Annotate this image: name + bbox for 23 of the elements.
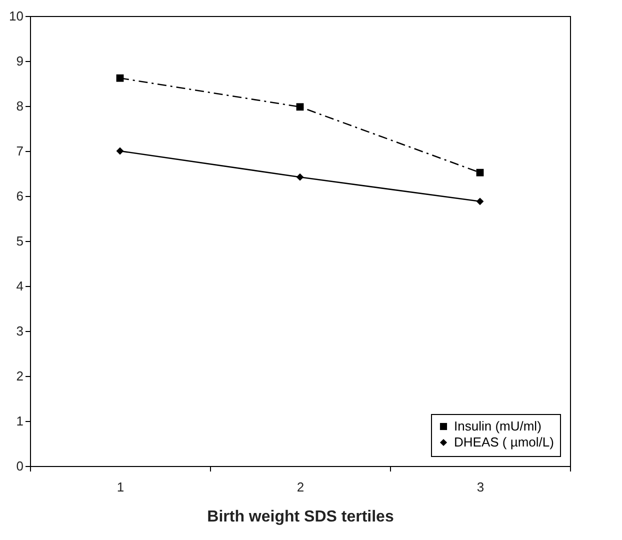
point — [296, 173, 304, 181]
legend-label: Insulin (mU/ml) — [454, 418, 542, 434]
x-tick-label: 1 — [116, 480, 124, 494]
y-tick-label: 4 — [16, 278, 24, 294]
y-tick-label: 0 — [16, 458, 24, 474]
x-tick-label: 3 — [476, 480, 484, 494]
point — [116, 147, 124, 155]
y-tick-label: 7 — [16, 144, 24, 158]
y-tick-label: 1 — [16, 414, 24, 428]
y-tick-label: 6 — [16, 188, 24, 204]
point — [296, 103, 304, 111]
legend-label: DHEAS ( µmol/L) — [454, 434, 554, 450]
y-tick-label: 9 — [16, 54, 24, 68]
point — [476, 198, 484, 206]
y-tick-label: 2 — [16, 368, 24, 384]
x-axis-title: Birth weight SDS tertiles — [207, 508, 394, 526]
point — [116, 74, 124, 82]
x-tick-label: 2 — [296, 480, 304, 494]
point — [476, 168, 484, 176]
y-tick-label: 8 — [16, 98, 24, 114]
y-tick-label: 3 — [16, 324, 24, 338]
y-tick-label: 5 — [16, 234, 24, 248]
y-tick-label: 10 — [9, 8, 24, 24]
